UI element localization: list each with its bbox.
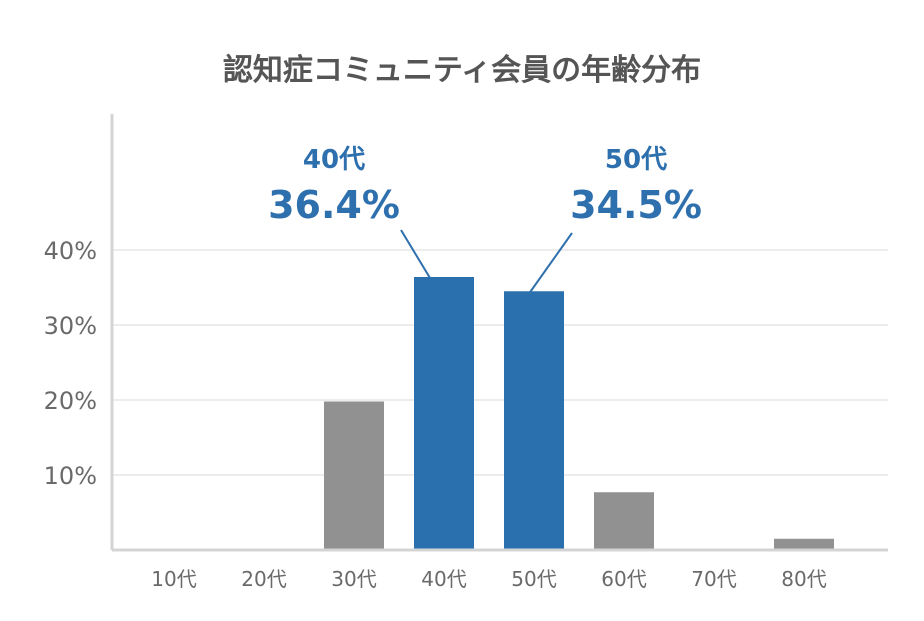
x-tick-label: 40代 (421, 567, 466, 591)
callout-category-label: 50代 (605, 145, 667, 175)
callout-leader-line (400, 229, 431, 279)
y-tick-label: 20% (44, 387, 97, 415)
bars (324, 277, 834, 550)
x-tick-label: 30代 (331, 567, 376, 591)
x-tick-label: 10代 (151, 567, 196, 591)
x-tick-label: 20代 (241, 567, 286, 591)
callout-category-label: 40代 (303, 145, 365, 175)
bar-50代 (504, 291, 564, 550)
callout-leader-line (529, 232, 573, 293)
y-tick-label: 10% (44, 462, 97, 490)
x-tick-label: 80代 (781, 567, 826, 591)
y-tick-label: 30% (44, 312, 97, 340)
x-tick-labels: 10代 20代 30代 40代 50代 60代 70代 80代 (151, 567, 826, 591)
bar-80代 (774, 538, 834, 550)
bar-30代 (324, 401, 384, 550)
callout-value-label: 36.4% (268, 183, 400, 227)
y-tick-label: 40% (44, 237, 97, 265)
callouts: 40代 36.4% 50代 34.5% (268, 145, 702, 293)
chart-title: 認知症コミュニティ会員の年齢分布 (223, 53, 701, 88)
x-tick-label: 70代 (691, 567, 736, 591)
callout-value-label: 34.5% (570, 183, 702, 227)
bar-40代 (414, 277, 474, 550)
x-tick-label: 50代 (511, 567, 556, 591)
x-tick-label: 60代 (601, 567, 646, 591)
gridlines (112, 249, 888, 476)
y-tick-labels: 10% 20% 30% 40% (44, 237, 97, 490)
bar-60代 (594, 492, 654, 550)
